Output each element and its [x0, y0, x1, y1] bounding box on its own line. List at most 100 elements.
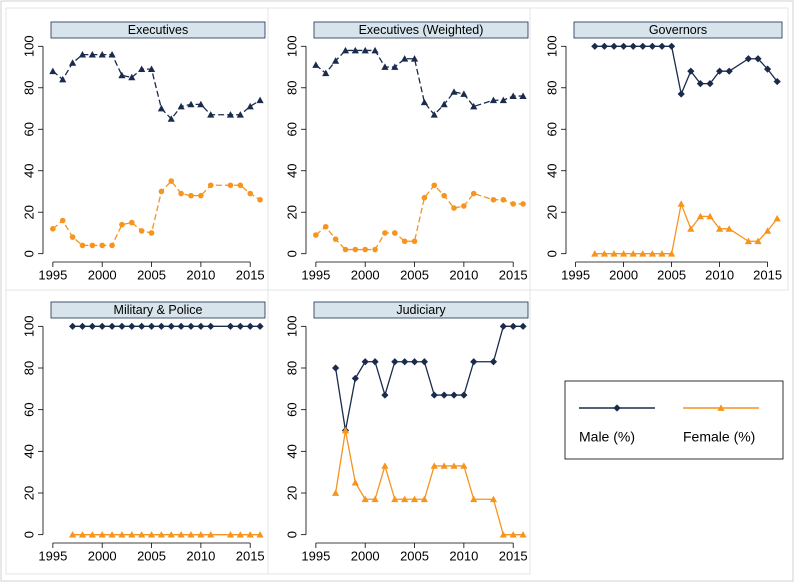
marker — [677, 90, 685, 98]
marker — [177, 531, 185, 538]
marker — [401, 55, 409, 62]
marker — [246, 531, 254, 538]
marker — [610, 250, 618, 257]
marker — [207, 322, 215, 330]
marker — [460, 462, 468, 469]
marker — [177, 322, 185, 330]
y-tick-label: 100 — [284, 35, 299, 57]
x-tick-label: 2010 — [705, 267, 734, 282]
marker — [411, 238, 418, 245]
marker — [128, 73, 136, 81]
marker — [108, 322, 116, 330]
series-line — [315, 184, 524, 251]
marker — [461, 203, 467, 209]
y-tick-label: 100 — [21, 315, 36, 337]
legend-marker — [717, 404, 725, 411]
marker — [138, 228, 145, 234]
marker — [147, 531, 156, 538]
marker — [696, 212, 704, 220]
x-tick-label: 1995 — [301, 548, 330, 563]
marker — [108, 531, 116, 538]
marker — [157, 104, 165, 112]
marker — [725, 225, 733, 232]
x-tick-label: 2005 — [400, 267, 429, 282]
marker — [392, 230, 398, 236]
marker — [256, 322, 264, 330]
panel-title: Governors — [649, 23, 707, 37]
marker — [519, 531, 527, 538]
marker — [197, 322, 205, 330]
marker — [773, 214, 781, 222]
marker — [78, 531, 87, 538]
marker — [207, 111, 215, 118]
panel-border — [267, 289, 531, 575]
marker — [99, 242, 105, 249]
marker — [78, 322, 87, 330]
marker — [687, 67, 695, 75]
marker — [148, 230, 155, 236]
marker — [59, 217, 66, 224]
marker — [236, 111, 244, 118]
panel-header — [50, 21, 266, 39]
x-tick-label: 2010 — [449, 267, 478, 282]
y-tick-label: 0 — [284, 250, 299, 257]
marker — [773, 77, 781, 86]
marker — [451, 205, 457, 211]
marker — [510, 201, 516, 207]
x-tick-label: 1995 — [38, 548, 67, 563]
marker — [108, 50, 116, 58]
legend-label: Male (%) — [579, 429, 635, 445]
marker — [246, 102, 254, 110]
y-tick-label: 20 — [544, 205, 559, 219]
x-tick-label: 2000 — [88, 548, 117, 563]
marker — [401, 495, 409, 503]
marker — [168, 178, 175, 184]
marker — [236, 322, 244, 330]
marker — [226, 322, 235, 330]
marker — [499, 322, 507, 330]
y-tick-label: 20 — [284, 205, 299, 219]
marker — [648, 250, 656, 257]
marker — [687, 225, 695, 232]
marker — [668, 42, 676, 50]
marker — [188, 192, 194, 199]
legend-label: Female (%) — [683, 429, 755, 445]
marker — [401, 358, 409, 366]
marker — [313, 232, 319, 238]
marker — [716, 225, 724, 232]
marker — [322, 69, 330, 77]
marker — [381, 462, 389, 469]
marker — [440, 391, 448, 399]
marker — [361, 358, 369, 366]
x-tick-label: 2010 — [449, 548, 478, 563]
marker — [371, 46, 379, 54]
marker — [69, 59, 77, 66]
marker — [109, 242, 115, 249]
marker — [648, 42, 656, 50]
marker — [138, 65, 146, 72]
marker — [410, 55, 419, 62]
marker — [351, 46, 359, 54]
marker — [725, 67, 733, 75]
x-tick-label: 1995 — [301, 267, 330, 282]
x-tick-label: 2010 — [186, 548, 215, 563]
x-tick-label: 2000 — [88, 267, 117, 282]
marker — [257, 196, 263, 203]
marker — [341, 426, 350, 434]
marker — [371, 358, 379, 366]
marker — [147, 65, 156, 72]
marker — [744, 237, 752, 245]
marker — [98, 322, 106, 330]
x-tick-label: 1995 — [38, 267, 67, 282]
marker — [69, 531, 77, 538]
panel-header — [313, 301, 529, 319]
marker — [332, 489, 340, 496]
marker — [450, 391, 458, 399]
marker — [312, 61, 320, 68]
marker — [499, 531, 507, 538]
marker — [207, 531, 215, 538]
marker — [489, 495, 498, 503]
marker — [247, 190, 253, 197]
marker — [128, 531, 136, 538]
marker — [332, 57, 340, 64]
